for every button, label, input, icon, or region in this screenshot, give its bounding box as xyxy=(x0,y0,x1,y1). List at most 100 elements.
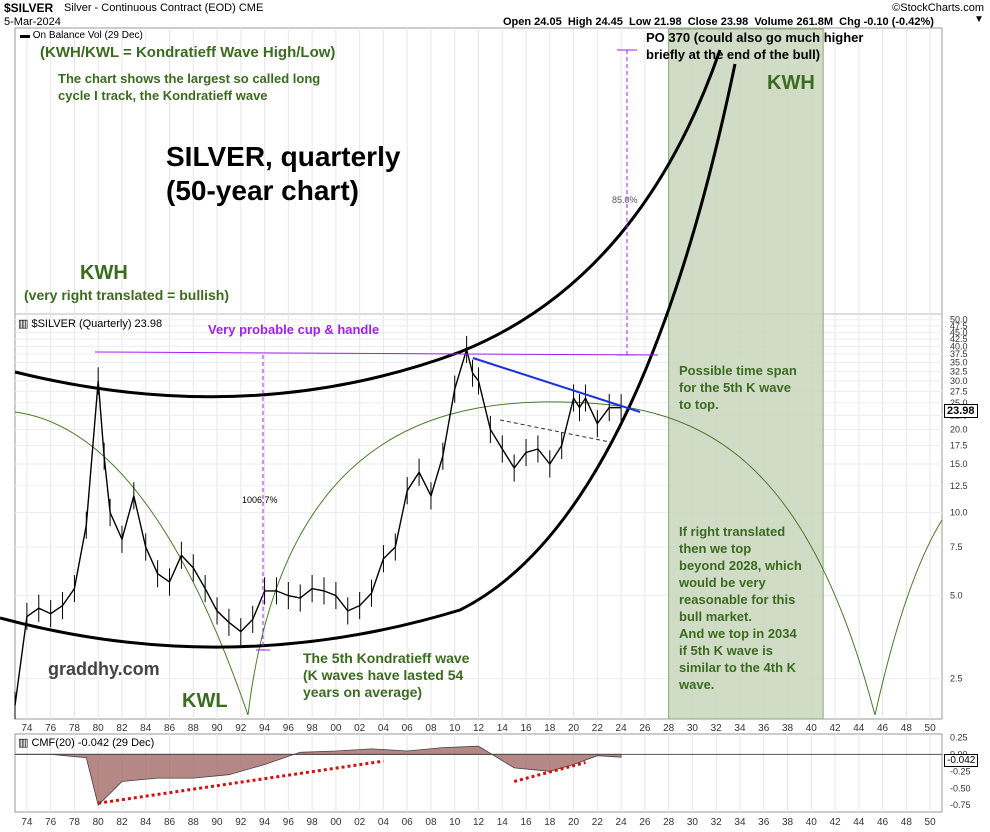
x-tick-label-cmf: 28 xyxy=(663,817,675,828)
x-tick-label: 12 xyxy=(473,723,485,734)
x-tick-label: 50 xyxy=(925,723,937,734)
x-tick-label-cmf: 32 xyxy=(711,817,723,828)
kwh-time-zone xyxy=(668,28,824,720)
chevron-down-icon[interactable]: ▼ xyxy=(974,14,984,25)
x-tick-label-cmf: 86 xyxy=(164,817,176,828)
y-tick-label: 20.0 xyxy=(950,424,968,434)
intro-text: The chart shows the largest so called lo… xyxy=(58,71,321,103)
x-tick-label: 74 xyxy=(21,723,33,734)
x-tick-label: 16 xyxy=(520,723,532,734)
x-tick-label: 20 xyxy=(568,723,580,734)
x-tick-label-cmf: 08 xyxy=(425,817,437,828)
y-tick-label: 25.0 xyxy=(950,398,968,408)
x-tick-label: 96 xyxy=(283,723,295,734)
last-cmf-tag: -0.042 xyxy=(944,754,979,767)
x-tick-label-cmf: 12 xyxy=(473,817,485,828)
x-tick-label: 98 xyxy=(307,723,319,734)
x-tick-label: 90 xyxy=(211,723,223,734)
handle-trendline xyxy=(472,357,641,413)
cmf-tick-label: 0.25 xyxy=(950,732,968,742)
y-tick-label: 35.0 xyxy=(950,357,968,367)
x-tick-label-cmf: 14 xyxy=(497,817,509,828)
y-tick-label: 37.5 xyxy=(950,349,968,359)
kwh-definition: (KWH/KWL = Kondratieff Wave High/Low) xyxy=(40,44,336,61)
x-tick-label-cmf: 98 xyxy=(307,817,319,828)
x-tick-label-cmf: 84 xyxy=(140,817,152,828)
pct-gain-upper: 85.0% xyxy=(612,195,638,205)
x-tick-label: 88 xyxy=(188,723,200,734)
x-tick-label: 26 xyxy=(639,723,651,734)
ohlc-readout: Open 24.05 High 24.45 Low 21.98 Close 23… xyxy=(503,16,934,28)
x-tick-label-cmf: 44 xyxy=(853,817,865,828)
y-tick-label: 45.0 xyxy=(950,327,968,337)
y-tick-label: 50.0 xyxy=(950,315,968,325)
x-tick-label-cmf: 38 xyxy=(782,817,794,828)
lower-cup-arc xyxy=(0,63,737,649)
cmf-tick-label: -0.50 xyxy=(950,783,971,793)
y-tick-label: 40.0 xyxy=(950,341,968,351)
y-tick-label: 42.5 xyxy=(950,334,968,344)
cmf-trend-1 xyxy=(97,759,384,805)
x-tick-label-cmf: 26 xyxy=(639,817,651,828)
fifth-wave-text: The 5th Kondratieff wave (K waves have l… xyxy=(303,650,470,700)
x-tick-label: 06 xyxy=(402,723,414,734)
x-tick-label: 10 xyxy=(449,723,461,734)
y-tick-label: 2.5 xyxy=(950,674,963,684)
cmf-tick-label: -0.25 xyxy=(950,766,971,776)
x-tick-label: 30 xyxy=(687,723,699,734)
author-site: graddhy.com xyxy=(48,659,160,679)
x-tick-label-cmf: 80 xyxy=(93,817,105,828)
y-tick-label: 10.0 xyxy=(950,508,968,518)
x-tick-label: 08 xyxy=(425,723,437,734)
x-tick-label-cmf: 06 xyxy=(402,817,414,828)
x-tick-label-cmf: 96 xyxy=(283,817,295,828)
y-tick-label: 30.0 xyxy=(950,376,968,386)
x-tick-label: 34 xyxy=(734,723,746,734)
kwh-left-label: KWH xyxy=(80,262,128,284)
upper-cup-arc xyxy=(14,49,722,399)
x-tick-label: 18 xyxy=(544,723,556,734)
x-tick-label: 02 xyxy=(354,723,366,734)
x-tick-label-cmf: 50 xyxy=(925,817,937,828)
x-tick-label: 36 xyxy=(758,723,770,734)
x-tick-label: 82 xyxy=(116,723,128,734)
x-tick-label: 92 xyxy=(235,723,247,734)
cup-rim-line xyxy=(94,351,659,356)
x-tick-label: 32 xyxy=(711,723,723,734)
x-tick-label-cmf: 02 xyxy=(354,817,366,828)
x-tick-label-cmf: 30 xyxy=(687,817,699,828)
cycle-arc-2 xyxy=(247,401,876,716)
x-tick-label: 86 xyxy=(164,723,176,734)
x-tick-label: 46 xyxy=(877,723,889,734)
x-tick-label-cmf: 18 xyxy=(544,817,556,828)
cycle-arc-3 xyxy=(874,519,943,716)
instrument-name: Silver - Continuous Contract (EOD) CME xyxy=(64,2,264,14)
last-price-tag: 23.98 xyxy=(944,404,978,418)
chart-title: SILVER, quarterly (50-year chart) xyxy=(166,141,401,206)
x-tick-label: 48 xyxy=(901,723,913,734)
y-tick-label: 15.0 xyxy=(950,459,968,469)
cycle-arc-1 xyxy=(14,411,249,716)
cmf-tick-label: -0.75 xyxy=(950,800,971,810)
pct-gain-1006: 1006.7% xyxy=(242,495,278,505)
cmf-trend-2 xyxy=(513,761,586,783)
price-panel-label: ▥ $SILVER (Quarterly) 23.98 xyxy=(18,318,163,330)
x-tick-label-cmf: 94 xyxy=(259,817,271,828)
y-tick-label: 7.5 xyxy=(950,542,963,552)
x-tick-label: 38 xyxy=(782,723,794,734)
x-tick-label-cmf: 00 xyxy=(330,817,342,828)
y-tick-label: 12.5 xyxy=(950,481,968,491)
obv-label: ▬ On Balance Vol (29 Dec) xyxy=(20,30,143,41)
y-tick-label: 32.5 xyxy=(950,366,968,376)
x-tick-label-cmf: 76 xyxy=(45,817,57,828)
y-tick-label: 17.5 xyxy=(950,440,968,450)
x-tick-label-cmf: 42 xyxy=(829,817,841,828)
cmf-panel-label: ▥ CMF(20) -0.042 (29 Dec) xyxy=(18,737,155,749)
price-objective-label: PO 370 (could also go much higher briefl… xyxy=(646,30,864,62)
x-tick-label: 44 xyxy=(853,723,865,734)
y-tick-label: 5.0 xyxy=(950,591,963,601)
x-tick-label-cmf: 46 xyxy=(877,817,889,828)
x-tick-label-cmf: 88 xyxy=(188,817,200,828)
x-tick-label: 04 xyxy=(378,723,390,734)
